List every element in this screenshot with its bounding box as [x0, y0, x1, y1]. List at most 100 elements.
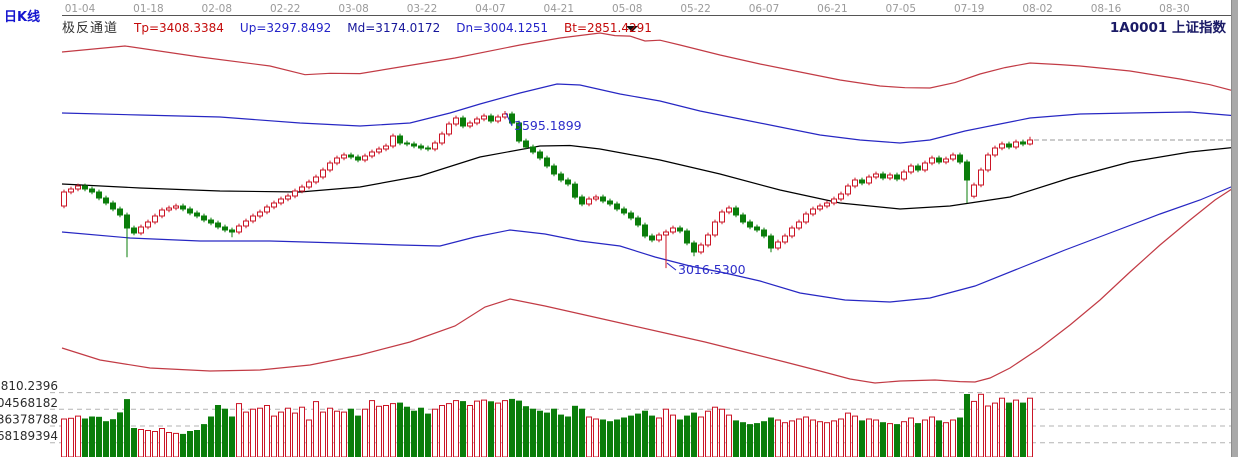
volume-bar — [593, 418, 599, 457]
candle-body — [761, 229, 767, 237]
volume-bar — [901, 421, 907, 457]
volume-bar — [712, 406, 718, 457]
right-scrollbar[interactable] — [1231, 0, 1238, 457]
symbol-label[interactable]: 1A0001 上证指数 — [1109, 20, 1226, 36]
candle-body — [278, 198, 284, 204]
candle-body — [530, 146, 536, 153]
candle-body — [677, 227, 683, 232]
volume-bar — [110, 419, 116, 457]
candle-body — [110, 202, 116, 210]
volume-bar — [285, 407, 291, 457]
candle-body — [453, 117, 459, 125]
candle-body — [215, 222, 221, 228]
candle-body — [180, 205, 186, 210]
volume-bar — [943, 422, 949, 457]
volume-bar — [852, 415, 858, 457]
candle-body — [684, 230, 690, 244]
volume-bar — [313, 401, 319, 457]
volume-bar — [558, 414, 564, 457]
candle-body — [348, 154, 354, 158]
volume-bar — [544, 412, 550, 457]
candle-body — [551, 165, 557, 175]
candle-body — [103, 197, 109, 204]
candle-body — [845, 185, 851, 195]
candle-body — [376, 148, 382, 153]
volume-bar — [390, 403, 396, 457]
volume-bar — [628, 415, 634, 457]
volume-bar — [663, 408, 669, 457]
candle-body — [481, 115, 487, 120]
volume-bar — [740, 422, 746, 457]
candle-body — [257, 211, 263, 217]
volume-bar — [138, 429, 144, 457]
volume-bar — [859, 420, 865, 457]
candle-body — [439, 133, 445, 144]
candle-body — [691, 242, 697, 253]
volume-bar — [838, 418, 844, 457]
volume-bar — [432, 408, 438, 457]
candle-body — [327, 162, 333, 171]
date-label: 05-22 — [680, 3, 711, 15]
volume-bar — [880, 422, 886, 457]
date-label: 03-22 — [407, 3, 438, 15]
volume-bar — [166, 432, 172, 457]
candle-body — [124, 214, 130, 229]
candle-body — [894, 174, 900, 180]
volume-bar — [1020, 402, 1026, 457]
indicator-name[interactable]: 极反通道 — [62, 21, 119, 36]
volume-bar — [383, 405, 389, 457]
date-label: 05-08 — [612, 3, 643, 15]
candle-body — [775, 241, 781, 249]
candle-body — [579, 196, 585, 205]
volume-bar — [586, 416, 592, 457]
candle-body — [943, 158, 949, 163]
candle-body — [572, 183, 578, 198]
candle-body — [68, 188, 74, 193]
volume-bar — [152, 431, 158, 457]
volume-bar — [103, 421, 109, 457]
candle-body — [201, 215, 207, 221]
marker-triangle-icon[interactable] — [626, 26, 638, 32]
volume-bar — [551, 408, 557, 457]
candle-body — [733, 207, 739, 216]
candle-body — [1027, 139, 1033, 145]
volume-bar — [894, 424, 900, 457]
volume-bar — [747, 424, 753, 457]
candle-body — [138, 226, 144, 234]
volume-bar — [460, 401, 466, 457]
volume-bar — [215, 405, 221, 457]
candle-body — [320, 169, 326, 178]
volume-bar — [614, 419, 620, 457]
candle-body — [390, 135, 396, 147]
volume-bar — [369, 400, 375, 457]
candle-body — [152, 215, 158, 223]
period-label[interactable]: 日K线 — [4, 10, 41, 25]
volume-bar — [124, 399, 130, 457]
volume-bar — [418, 407, 424, 457]
candle-body — [516, 122, 522, 142]
candle-body — [383, 145, 389, 150]
volume-bar — [684, 415, 690, 457]
volume-bar — [411, 410, 417, 457]
volume-bar — [950, 419, 956, 457]
candle-body — [523, 140, 529, 148]
date-label: 08-30 — [1159, 3, 1190, 15]
candle-body — [355, 156, 361, 161]
volume-bar — [670, 414, 676, 457]
volume-bar — [488, 401, 494, 457]
volume-bar — [936, 420, 942, 457]
price-annotation: 3595.1899 — [514, 118, 582, 133]
volume-bar — [824, 422, 830, 457]
candle-body — [362, 155, 368, 161]
price-annotation: 3016.5300 — [678, 262, 746, 277]
volume-bar — [222, 408, 228, 457]
candle-body — [89, 188, 95, 193]
indicator-header: 极反通道 Tp=3408.3384 Up=3297.8492 Md=3174.0… — [62, 17, 652, 36]
candle-body — [460, 117, 466, 127]
candle-body — [82, 185, 88, 190]
volume-bar — [922, 419, 928, 457]
